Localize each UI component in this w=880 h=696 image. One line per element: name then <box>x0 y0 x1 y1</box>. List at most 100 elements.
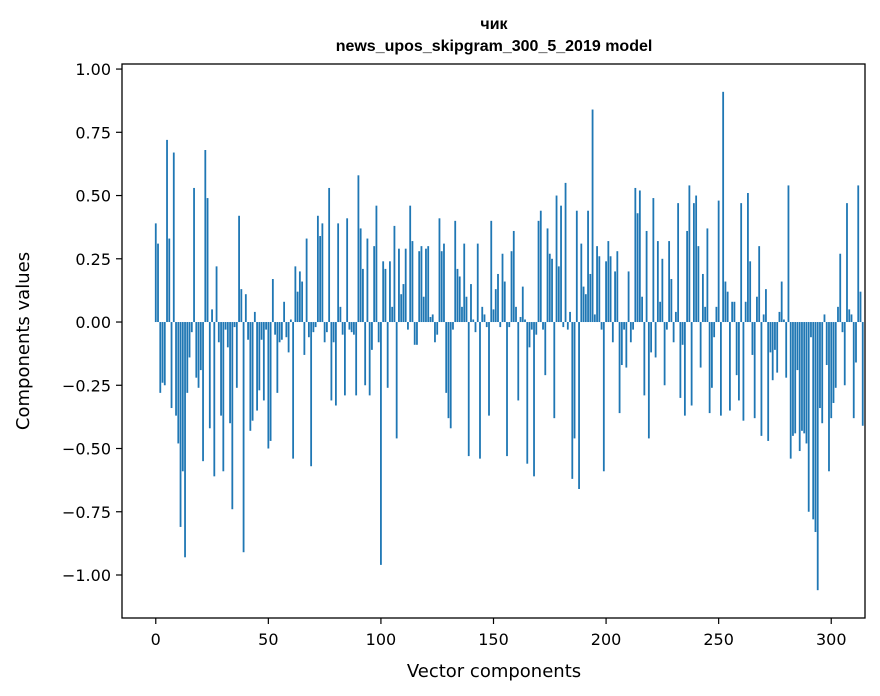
bar-38 <box>240 289 243 323</box>
bar-140 <box>470 284 472 323</box>
bar-149 <box>490 220 493 323</box>
bar-238 <box>690 322 693 406</box>
bar-242 <box>699 322 702 368</box>
bar-101 <box>382 261 385 323</box>
bar-42 <box>249 322 252 431</box>
bar-135 <box>458 276 461 323</box>
bar-43 <box>251 322 254 421</box>
bar-120 <box>425 248 427 323</box>
bar-264 <box>749 261 752 323</box>
x-tick-label: 200 <box>591 630 622 649</box>
bar-235 <box>683 322 686 416</box>
bar-82 <box>339 306 342 323</box>
bar-272 <box>767 322 770 441</box>
bar-201 <box>607 241 610 323</box>
bar-271 <box>765 289 767 323</box>
bar-297 <box>823 314 826 323</box>
bar-199 <box>602 322 605 472</box>
bar-76 <box>325 322 328 333</box>
bar-174 <box>546 228 549 323</box>
bar-210 <box>627 271 630 323</box>
bar-95 <box>368 322 371 396</box>
bar-4 <box>163 322 166 386</box>
bar-154 <box>501 253 504 323</box>
bar-206 <box>618 322 621 414</box>
bar-171 <box>539 210 542 323</box>
bar-146 <box>483 314 486 323</box>
x-tick-label: 300 <box>816 630 847 649</box>
bar-39 <box>242 322 245 553</box>
bar-230 <box>672 322 675 343</box>
y-tick-label: 0.75 <box>75 123 111 142</box>
bar-290 <box>807 322 810 512</box>
bar-118 <box>420 246 423 323</box>
bar-170 <box>537 220 540 323</box>
bar-245 <box>706 228 709 323</box>
bar-64 <box>298 271 301 323</box>
bar-148 <box>488 322 490 416</box>
bar-97 <box>373 246 376 323</box>
x-tick-label: 50 <box>258 630 278 649</box>
bar-203 <box>611 322 614 343</box>
bar-0 <box>154 223 157 323</box>
bar-292 <box>812 322 815 520</box>
bar-279 <box>783 319 785 323</box>
y-tick-label: −0.75 <box>62 503 111 522</box>
bar-303 <box>837 306 839 323</box>
bar-81 <box>337 223 340 323</box>
bar-158 <box>510 251 513 323</box>
bar-20 <box>199 322 202 371</box>
bar-34 <box>231 322 234 510</box>
bar-36 <box>235 322 238 388</box>
x-tick-label: 150 <box>478 630 509 649</box>
bar-106 <box>393 225 396 323</box>
bar-191 <box>584 294 587 323</box>
bar-152 <box>497 273 499 323</box>
bar-17 <box>193 187 195 323</box>
bar-215 <box>638 190 641 323</box>
bar-85 <box>346 218 349 323</box>
x-tick-label: 250 <box>703 630 734 649</box>
y-tick-label: −1.00 <box>62 566 111 585</box>
bar-165 <box>526 322 529 464</box>
bar-113 <box>409 205 412 323</box>
bar-100 <box>380 322 382 565</box>
bar-131 <box>449 322 452 429</box>
bar-179 <box>557 266 560 323</box>
bar-167 <box>530 322 533 330</box>
bar-258 <box>735 322 738 376</box>
bar-192 <box>587 210 589 323</box>
bar-153 <box>499 322 502 328</box>
bar-1 <box>157 243 159 323</box>
bar-217 <box>643 322 646 396</box>
bar-11 <box>179 322 182 527</box>
y-tick-label: −0.25 <box>62 376 111 395</box>
bar-16 <box>190 322 193 333</box>
bar-163 <box>521 286 524 323</box>
bar-90 <box>357 175 360 323</box>
bar-150 <box>492 309 495 323</box>
bar-72 <box>316 215 319 323</box>
bar-156 <box>506 322 508 457</box>
bar-28 <box>217 322 220 343</box>
bar-96 <box>371 322 373 350</box>
bar-21 <box>202 322 204 462</box>
bar-237 <box>688 185 691 323</box>
bar-55 <box>278 322 281 343</box>
bar-182 <box>564 182 567 323</box>
bar-177 <box>553 322 556 419</box>
bar-221 <box>652 198 655 323</box>
bar-243 <box>701 273 704 323</box>
bar-246 <box>708 322 711 414</box>
bar-119 <box>422 296 425 323</box>
bar-284 <box>794 322 797 434</box>
bar-80 <box>334 322 337 406</box>
bar-209 <box>625 322 628 368</box>
bar-67 <box>305 238 308 323</box>
x-axis-ticks: 0 50 100 150 200 250 300 <box>151 618 847 649</box>
bar-218 <box>645 230 648 323</box>
bar-159 <box>512 230 515 323</box>
bar-130 <box>447 322 450 419</box>
bar-66 <box>303 322 306 355</box>
bar-115 <box>413 322 416 345</box>
